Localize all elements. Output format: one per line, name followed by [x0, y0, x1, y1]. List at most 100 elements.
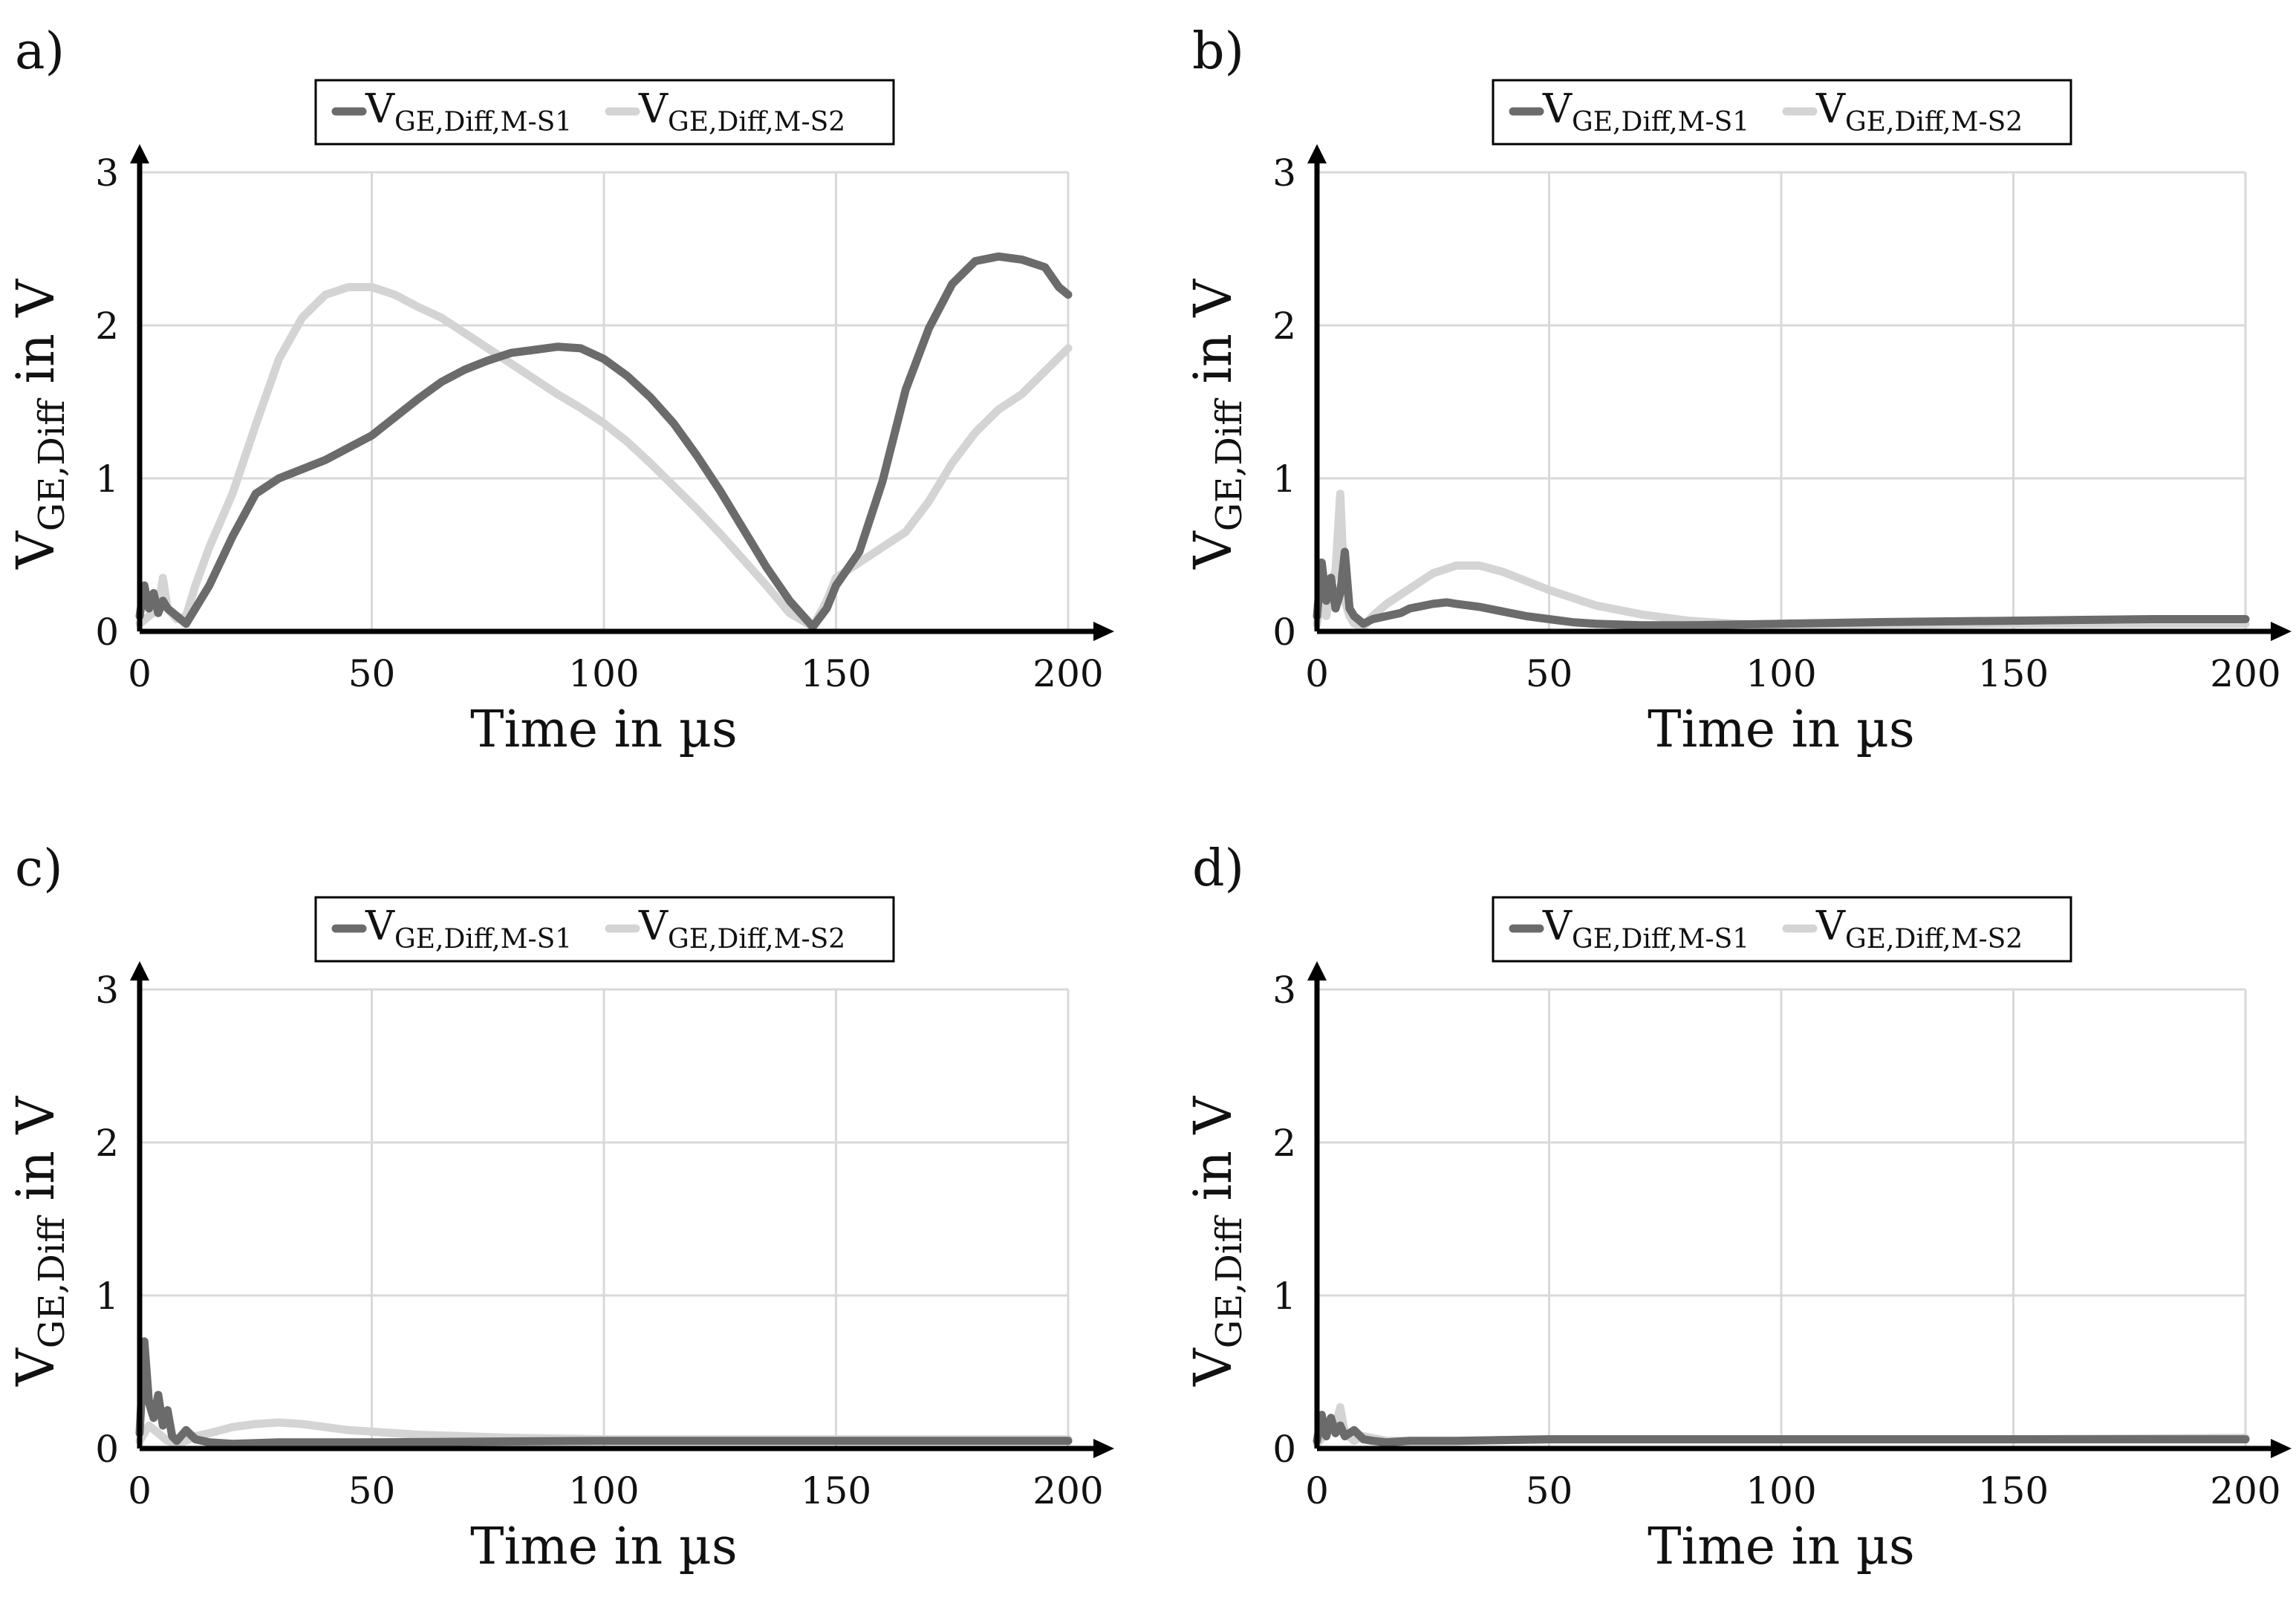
legend-label-s2: VGE,Diff,M-S2: [638, 903, 845, 955]
y-axis-label-subscript: GE,Diff: [1209, 398, 1250, 531]
y-axis-label-main: V: [1183, 1347, 1243, 1387]
y-axis-label-unit: in V: [1183, 279, 1243, 400]
legend-box: [1492, 79, 2072, 146]
x-tick-label: 100: [1746, 652, 1816, 695]
y-axis-label-unit: in V: [5, 1096, 66, 1217]
x-tick-label: 100: [568, 1469, 639, 1512]
y-tick-label: 2: [95, 1122, 119, 1165]
x-axis-arrow: [2271, 622, 2292, 641]
x-tick-label: 50: [348, 652, 396, 695]
x-tick-label: 0: [128, 652, 152, 695]
legend-label-s1: VGE,Diff,M-S1: [365, 85, 572, 137]
x-tick-label: 200: [1032, 652, 1103, 695]
y-tick-label: 0: [95, 1428, 119, 1471]
y-axis-label-main: V: [5, 1347, 66, 1387]
legend: VGE,Diff,M-S1 VGE,Diff,M-S2: [314, 79, 895, 146]
legend-label-main: V: [1542, 903, 1573, 949]
legend-label-s2: VGE,Diff,M-S2: [638, 85, 845, 137]
legend-label-main: V: [1815, 85, 1846, 132]
y-axis-label-main: V: [5, 530, 66, 570]
y-axis-label-main: V: [1183, 530, 1243, 570]
x-tick-label: 150: [1978, 652, 2049, 695]
x-axis-arrow: [2271, 1439, 2292, 1458]
y-tick-label: 2: [1272, 1122, 1296, 1165]
legend-label-main: V: [365, 85, 395, 132]
x-tick-label: 0: [1305, 652, 1329, 695]
x-axis-arrow: [1093, 622, 1114, 641]
y-axis-arrow: [1307, 144, 1327, 163]
y-tick-label: 0: [95, 611, 119, 654]
legend-label-main: V: [1815, 903, 1846, 949]
x-tick-label: 150: [801, 652, 871, 695]
x-tick-label: 0: [1305, 1469, 1329, 1512]
legend-label-subscript: GE,Diff,M-S2: [668, 107, 845, 137]
x-tick-label: 200: [2210, 652, 2280, 695]
y-axis-label-unit: in V: [5, 279, 66, 400]
x-tick-label: 100: [568, 652, 639, 695]
legend-label-subscript: GE,Diff,M-S1: [1572, 107, 1749, 137]
legend: VGE,Diff,M-S1 VGE,Diff,M-S2: [314, 896, 895, 963]
legend-label-main: V: [365, 903, 395, 949]
x-tick-label: 200: [1032, 1469, 1103, 1512]
legend: VGE,Diff,M-S1 VGE,Diff,M-S2: [1492, 896, 2072, 963]
y-tick-label: 3: [1272, 969, 1296, 1012]
legend-label-s1: VGE,Diff,M-S1: [1542, 85, 1749, 137]
y-axis-label: VGE,Diff in V: [1183, 1096, 1250, 1387]
y-tick-label: 1: [1272, 458, 1296, 501]
x-tick-label: 150: [801, 1469, 871, 1512]
x-tick-label: 100: [1746, 1469, 1816, 1512]
legend-label-s1: VGE,Diff,M-S1: [365, 903, 572, 955]
y-axis-label: VGE,Diff in V: [5, 1096, 73, 1387]
series-line-s2: [135, 1418, 1073, 1448]
y-tick-label: 3: [95, 969, 119, 1012]
legend-label-subscript: GE,Diff,M-S1: [1572, 924, 1749, 955]
y-axis-arrow: [130, 144, 149, 163]
series-line-s1: [1313, 547, 2250, 630]
legend-label-s2: VGE,Diff,M-S2: [1815, 85, 2023, 137]
y-tick-label: 2: [1272, 305, 1296, 348]
legend-box: [1492, 896, 2072, 963]
x-axis-label: Time in µs: [470, 700, 738, 759]
x-tick-label: 0: [128, 1469, 152, 1512]
legend-box: [314, 79, 895, 146]
x-axis-arrow: [1093, 1439, 1114, 1458]
legend-label-main: V: [638, 85, 669, 132]
y-axis-label: VGE,Diff in V: [5, 279, 73, 570]
legend-label-s2: VGE,Diff,M-S2: [1815, 903, 2023, 955]
series-line-s1: [135, 1337, 1073, 1448]
x-tick-label: 50: [1526, 1469, 1573, 1512]
y-tick-label: 0: [1272, 611, 1296, 654]
legend-label-subscript: GE,Diff,M-S2: [1845, 924, 2023, 955]
y-axis-arrow: [130, 961, 149, 981]
y-tick-label: 3: [1272, 152, 1296, 195]
legend: VGE,Diff,M-S1 VGE,Diff,M-S2: [1492, 79, 2072, 146]
series-line-s2: [135, 283, 1073, 631]
legend-label-main: V: [1542, 85, 1573, 132]
legend-label-subscript: GE,Diff,M-S2: [668, 924, 845, 955]
series-line-s1: [1313, 1411, 2250, 1447]
x-tick-label: 150: [1978, 1469, 2049, 1512]
x-tick-label: 200: [2210, 1469, 2280, 1512]
panel-label: a): [15, 22, 65, 81]
x-axis-label: Time in µs: [470, 1518, 738, 1576]
y-tick-label: 1: [1272, 1275, 1296, 1318]
y-axis-label-subscript: GE,Diff: [31, 398, 73, 531]
y-tick-label: 1: [95, 458, 119, 501]
y-tick-label: 1: [95, 1275, 119, 1318]
x-axis-label: Time in µs: [1648, 1518, 1915, 1576]
legend-label-main: V: [638, 903, 669, 949]
x-tick-label: 50: [1526, 652, 1573, 695]
legend-label-subscript: GE,Diff,M-S2: [1845, 107, 2023, 137]
panel-label: b): [1192, 22, 1244, 81]
panel-label: c): [15, 839, 63, 898]
legend-box: [314, 896, 895, 963]
panel-label: d): [1192, 839, 1244, 898]
y-tick-label: 2: [95, 305, 119, 348]
legend-label-subscript: GE,Diff,M-S1: [394, 107, 572, 137]
y-tick-label: 3: [95, 152, 119, 195]
